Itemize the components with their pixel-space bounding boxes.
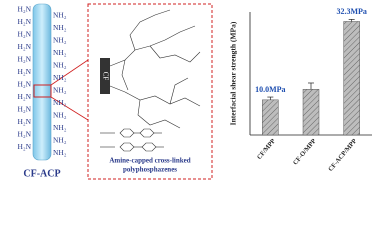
amine-group: NH₂ <box>53 148 67 157</box>
amine-group: H₂N <box>18 142 32 151</box>
zoom-box <box>33 84 52 98</box>
amine-group: NH₂ <box>53 48 67 57</box>
amine-group: NH₂ <box>53 111 67 120</box>
amine-group: NH₂ <box>53 98 67 107</box>
amine-group: H₂N <box>18 5 32 14</box>
amine-group: NH₂ <box>53 86 67 95</box>
inset: CF Amine-capped cross-linked polyphospha… <box>87 3 213 180</box>
amine-group: H₂N <box>18 130 32 139</box>
amine-group: NH₂ <box>53 136 67 145</box>
y-axis-label: Interfacial shear strength (MPa) <box>229 21 238 125</box>
amine-group: NH₂ <box>53 73 67 82</box>
bar <box>262 99 279 136</box>
amine-group: NH₂ <box>53 23 67 32</box>
amine-group: H₂N <box>18 67 32 76</box>
amine-group: NH₂ <box>53 61 67 70</box>
inset-caption: Amine-capped cross-linked <box>109 157 190 165</box>
value-label: 32.3MPa <box>336 7 366 16</box>
amine-group: H₂N <box>18 30 32 39</box>
zoom-line <box>50 96 89 121</box>
amine-group: H₂N <box>18 17 32 26</box>
amine-group: NH₂ <box>53 36 67 45</box>
amine-group: H₂N <box>18 55 32 64</box>
x-tick-label: CF/MPP <box>256 138 277 161</box>
amine-group: H₂N <box>18 117 32 126</box>
figure: CF-ACP H₂N H₂N H₂N H₂N H₂N H₂N H₂N H₂N H₂N H₂N H₂N… <box>18 3 372 180</box>
structures <box>100 128 164 152</box>
inset-fiber <box>100 58 110 94</box>
amine-group: H₂N <box>18 80 32 89</box>
inset-fiber-label: CF <box>101 72 109 81</box>
amine-group: H₂N <box>18 92 32 101</box>
bar <box>343 21 360 136</box>
bar <box>302 89 320 136</box>
zoom-line <box>50 59 89 86</box>
inset-caption: polyphosphazenes <box>123 166 177 174</box>
amine-group: H₂N <box>18 42 32 51</box>
amine-group: NH₂ <box>53 123 67 132</box>
polymer-network <box>109 9 201 129</box>
amine-group: H₂N <box>18 105 32 114</box>
amine-group: NH₂ <box>53 11 67 20</box>
page: {"fiber": {"label": "CF-ACP", "left_grou… <box>17 3 372 180</box>
fiber-diagram: CF-ACP H₂N H₂N H₂N H₂N H₂N H₂N H₂N H₂N H₂N H₂N H₂N… <box>18 3 89 179</box>
fiber-label: CF-ACP <box>23 168 60 179</box>
x-tick-label: CF-O/MPP <box>292 138 318 167</box>
value-label: 10.0MPa <box>255 85 285 94</box>
fiber <box>32 3 52 161</box>
x-tick-label: CF-ACP/MPP <box>327 138 358 173</box>
